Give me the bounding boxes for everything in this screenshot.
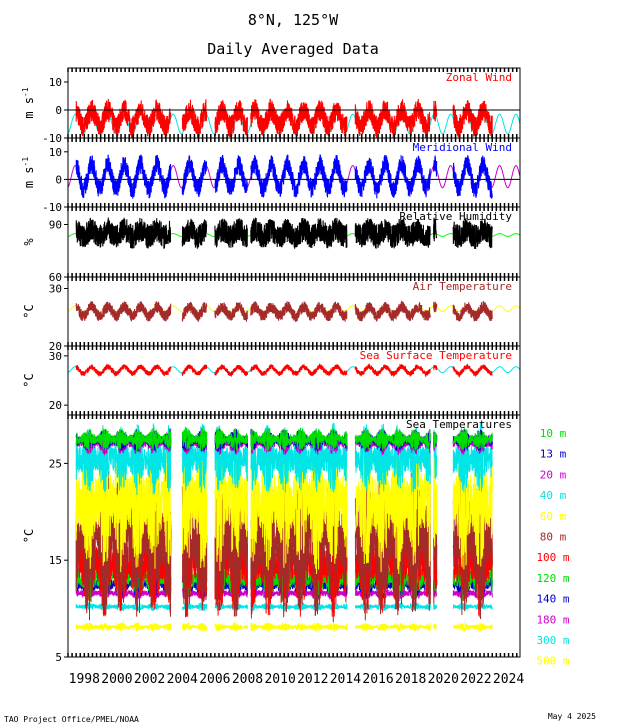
y-tick-label: 0: [55, 104, 62, 117]
sst-ylabel: °C: [22, 373, 36, 387]
y-tick-label: -10: [42, 201, 62, 214]
y-tick-label: 20: [49, 399, 62, 412]
depth-line-300m: [75, 601, 493, 613]
legend-entry: 80 m: [540, 531, 567, 544]
panels: -10 0 10 Zonal Wind m s-1 -10 0 10 Meridional Wi…: [21, 67, 570, 668]
zonal-ylabel: m s-1: [21, 87, 36, 119]
x-tick-label: 2010: [264, 672, 295, 687]
y-tick-label: 5: [55, 651, 62, 664]
panel-airt: 20 30 Air Temperature °C: [22, 276, 521, 353]
x-axis: 1998 2000 2002 2004 2006 2008 2010 2012 2014 2016…: [69, 672, 525, 687]
y-tick-label: 60: [49, 271, 62, 284]
sst-series-daily: [75, 362, 493, 378]
figure-subtitle: Daily Averaged Data: [207, 40, 379, 58]
y-tick-label: 10: [49, 76, 62, 89]
x-tick-label: 2018: [395, 672, 426, 687]
legend-entry: 140 m: [536, 593, 569, 606]
x-tick-label: 2020: [428, 672, 459, 687]
panel-rh: 60 90 Relative Humidity%: [22, 206, 521, 284]
airt-ylabel: °C: [22, 304, 36, 318]
legend-entry: 13 m: [540, 448, 567, 461]
airt-series-daily: [75, 300, 493, 322]
depth-line-500m: [75, 621, 493, 633]
y-tick-label: 90: [49, 219, 62, 232]
legend-entry: 120 m: [536, 572, 569, 585]
x-tick-label: 2012: [297, 672, 328, 687]
y-tick-label: -10: [42, 132, 62, 145]
x-tick-label: 2004: [167, 672, 198, 687]
depth-line-10m: [75, 427, 493, 453]
legend-entry: 60 m: [540, 510, 567, 523]
x-tick-label: 2000: [101, 672, 132, 687]
zonal-series-daily: [75, 98, 493, 138]
y-tick-label: 30: [49, 283, 62, 296]
x-tick-label: 2008: [232, 672, 263, 687]
rh-title: Relative Humidity: [399, 210, 512, 223]
legend-entry: 180 m: [536, 613, 569, 626]
y-tick-label: 20: [49, 340, 62, 353]
zonal-title: Zonal Wind: [446, 71, 512, 84]
x-tick-label: 2016: [362, 672, 393, 687]
legend-entry: 300 m: [536, 634, 569, 647]
legend-entry: 100 m: [536, 551, 569, 564]
panel-meridional: -10 0 10 Meridional Wind m s-1: [21, 137, 521, 214]
meridional-ylabel: m s-1: [21, 157, 36, 189]
airt-title: Air Temperature: [413, 280, 512, 293]
x-tick-label: 2022: [460, 672, 491, 687]
panel-seatemp: 10 m 13 m 20 m 40 m 60 m 80 m 100 m 120 m 140 m 1…: [22, 414, 570, 668]
x-tick-label: 2024: [493, 672, 524, 687]
x-tick-label: 2002: [134, 672, 165, 687]
legend-entry: 20 m: [540, 468, 567, 481]
legend-entry: 40 m: [540, 489, 567, 502]
x-tick-label: 2006: [199, 672, 230, 687]
footer-date: May 4 2025: [548, 712, 596, 721]
footer-credit: TAO Project Office/PMEL/NOAA: [4, 715, 139, 724]
meridional-title: Meridional Wind: [413, 141, 512, 154]
x-tick-label: 2014: [330, 672, 361, 687]
y-tick-label: 25: [49, 457, 62, 470]
seatemp-ylabel: °C: [22, 529, 36, 543]
panel-zonal: -10 0 10 Zonal Wind m s-1: [21, 67, 521, 145]
legend-entry: 10 m: [540, 427, 567, 440]
y-tick-label: 0: [55, 173, 62, 186]
y-tick-label: 30: [49, 350, 62, 363]
rh-ylabel: %: [22, 238, 36, 246]
rh-series-daily: [75, 217, 493, 250]
meridional-series-daily: [75, 154, 493, 199]
y-tick-label: 15: [49, 554, 62, 567]
y-tick-label: 10: [49, 146, 62, 159]
figure-title: 8°N, 125°W: [248, 11, 339, 29]
seatemp-frame: [67, 414, 521, 658]
legend-entry: 500 m: [536, 655, 569, 668]
seatemp-title: Sea Temperatures: [406, 418, 512, 431]
x-tick-label: 1998: [69, 672, 100, 687]
sst-title: Sea Surface Temperature: [360, 349, 512, 362]
panel-sst: 20 30 Sea Surface Temperature °C: [22, 345, 521, 416]
